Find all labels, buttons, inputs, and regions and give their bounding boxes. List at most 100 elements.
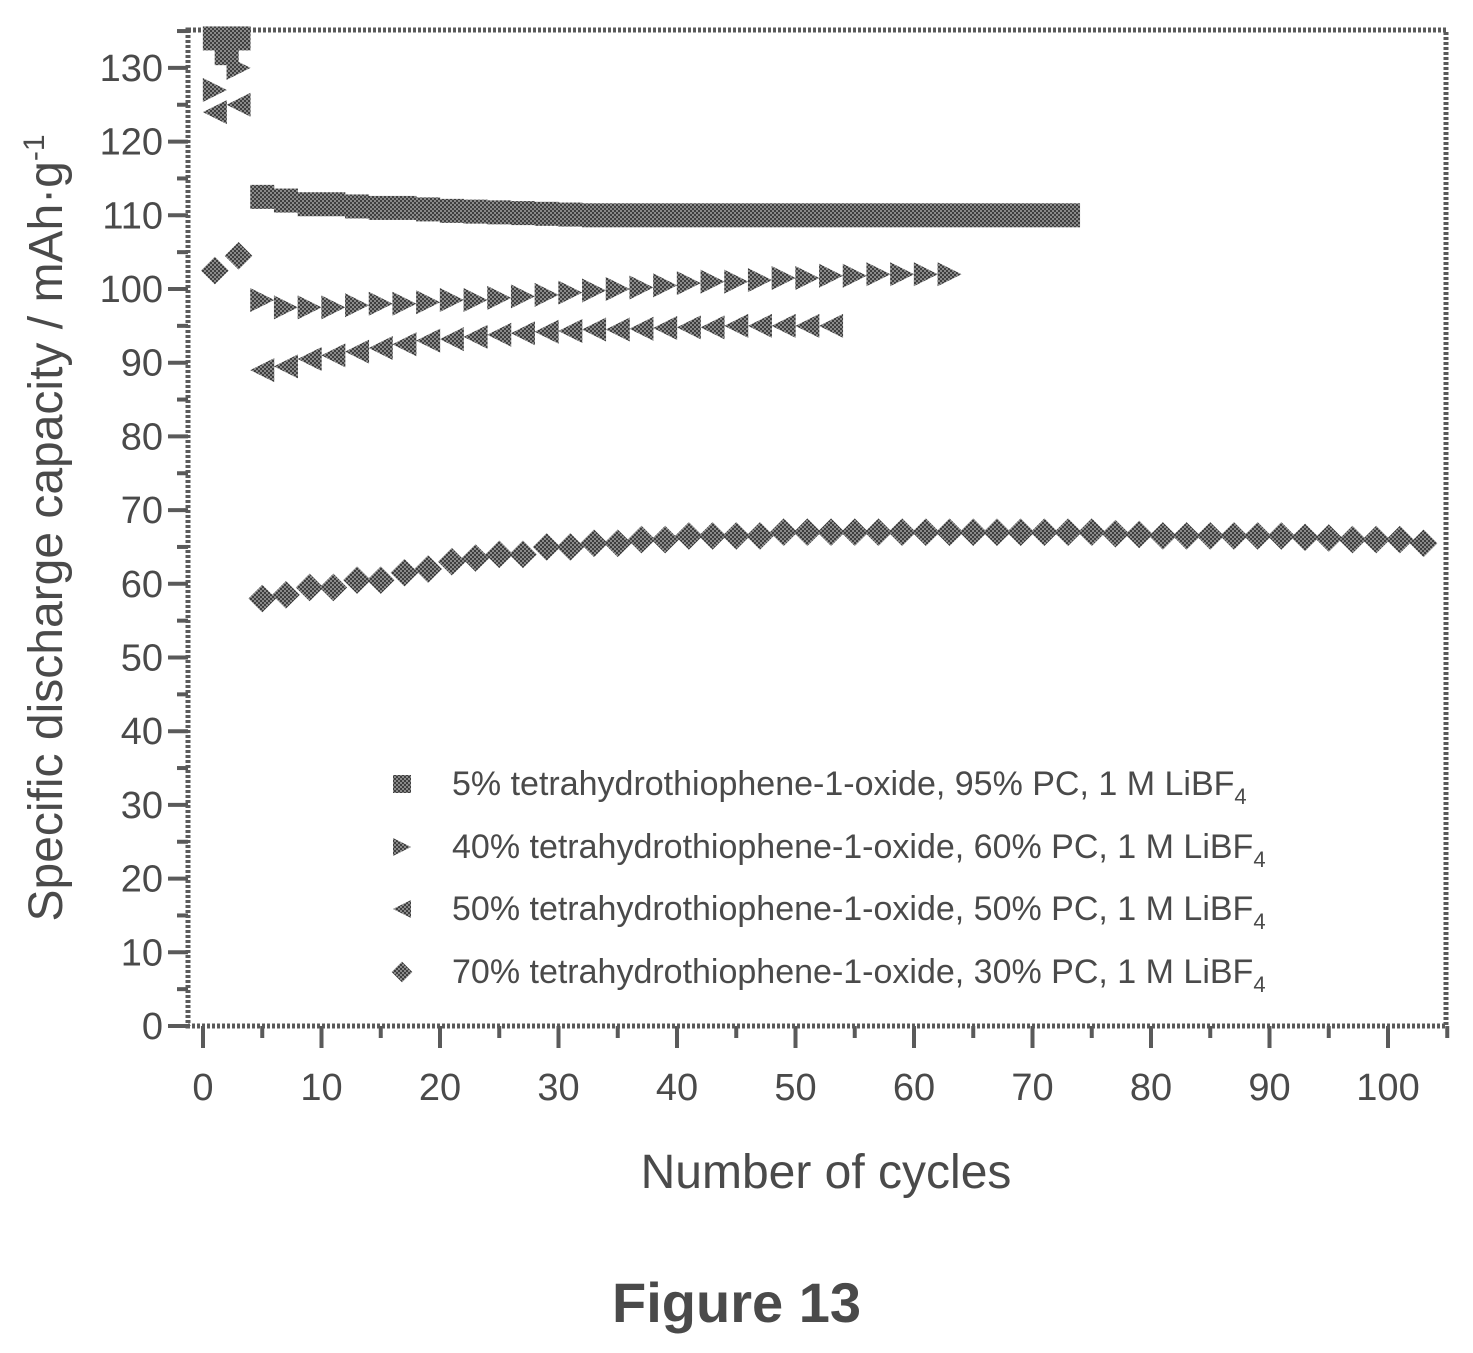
data-point xyxy=(1386,525,1414,554)
data-point xyxy=(202,100,227,125)
data-point xyxy=(273,354,298,379)
data-point xyxy=(392,195,417,220)
data-point xyxy=(487,285,512,310)
y-tick-label: 50 xyxy=(121,638,163,680)
data-point xyxy=(368,195,393,220)
data-point xyxy=(580,529,608,558)
legend-item: 40% tetrahydrothiophene-1-oxide, 60% PC,… xyxy=(393,828,1266,872)
legend-label-subscript: 4 xyxy=(1234,784,1246,809)
data-point xyxy=(913,203,938,228)
data-point xyxy=(912,518,940,547)
series-4 xyxy=(201,242,1438,613)
legend-marker xyxy=(393,775,411,793)
legend-marker xyxy=(393,838,411,856)
data-point xyxy=(485,540,514,569)
data-point xyxy=(297,295,322,320)
svg-text:Specific discharge capacity /: Specific discharge capacity / mAh·g-1 xyxy=(18,134,73,921)
data-point xyxy=(1032,203,1057,228)
data-point xyxy=(983,518,1011,547)
data-point xyxy=(1030,518,1059,547)
y-tick-label: 100 xyxy=(100,269,163,311)
data-point xyxy=(819,203,844,228)
data-point xyxy=(676,203,701,228)
data-point xyxy=(366,566,395,594)
data-point xyxy=(582,317,607,342)
data-point xyxy=(556,533,585,561)
data-point xyxy=(795,265,820,290)
data-point xyxy=(817,518,845,547)
x-tick-label: 80 xyxy=(1130,1067,1172,1109)
y-tick-label: 110 xyxy=(102,195,163,237)
data-point xyxy=(463,199,488,224)
data-point xyxy=(1125,520,1153,549)
data-point xyxy=(414,555,442,583)
data-point xyxy=(605,277,630,301)
data-point xyxy=(487,322,512,347)
data-point xyxy=(1338,525,1367,554)
data-series xyxy=(201,26,1438,613)
data-point xyxy=(558,202,583,227)
data-point xyxy=(866,262,891,287)
data-point xyxy=(582,278,607,303)
data-point xyxy=(1220,522,1248,550)
data-point xyxy=(935,518,964,547)
y-tick-label: 10 xyxy=(121,932,163,974)
y-tick-label: 30 xyxy=(121,785,163,827)
data-point xyxy=(1054,518,1082,547)
data-point xyxy=(439,327,464,352)
data-point xyxy=(250,288,275,313)
data-point xyxy=(840,518,869,547)
x-tick-label: 0 xyxy=(192,1067,213,1109)
data-point xyxy=(390,558,419,587)
legend-item: 5% tetrahydrothiophene-1-oxide, 95% PC, … xyxy=(393,765,1247,809)
data-point xyxy=(463,324,488,349)
legend-marker xyxy=(393,900,411,918)
data-point xyxy=(510,284,535,309)
x-axis-title: Number of cycles xyxy=(641,1146,1012,1199)
x-tick-label: 10 xyxy=(300,1067,342,1109)
data-point xyxy=(392,332,417,357)
y-tick-label: 0 xyxy=(142,1006,163,1048)
data-point xyxy=(747,268,772,293)
figure-caption: Figure 13 xyxy=(612,1271,861,1334)
x-tick-label: 100 xyxy=(1356,1067,1419,1109)
legend: 5% tetrahydrothiophene-1-oxide, 95% PC, … xyxy=(391,765,1266,997)
data-point xyxy=(627,525,656,554)
data-point xyxy=(722,522,751,550)
data-point xyxy=(700,203,725,228)
data-point xyxy=(319,573,348,602)
data-point xyxy=(510,321,535,346)
data-point xyxy=(629,316,654,341)
data-point xyxy=(653,203,678,228)
data-point xyxy=(321,343,346,368)
data-point xyxy=(368,335,393,360)
data-point xyxy=(226,26,251,51)
legend-label: 5% tetrahydrothiophene-1-oxide, 95% PC, … xyxy=(452,765,1247,809)
data-point xyxy=(1149,522,1177,550)
data-point xyxy=(819,263,844,288)
x-tick-label: 60 xyxy=(893,1067,935,1109)
data-point xyxy=(439,198,464,223)
data-point xyxy=(724,203,749,228)
data-point xyxy=(724,269,749,294)
data-point xyxy=(201,256,229,285)
data-point xyxy=(653,316,678,341)
data-point xyxy=(321,295,346,320)
data-point xyxy=(343,566,371,594)
plot-area-frame xyxy=(185,27,1449,1029)
data-point xyxy=(842,203,867,228)
data-point xyxy=(558,319,583,344)
legend-label: 40% tetrahydrothiophene-1-oxide, 60% PC,… xyxy=(452,828,1266,872)
data-point xyxy=(961,203,986,228)
data-point xyxy=(747,313,772,338)
data-point xyxy=(959,518,988,547)
y-tick-label: 80 xyxy=(121,416,163,458)
y-axis-title-main: Specific discharge capacity / mAh·g xyxy=(20,161,73,921)
data-point xyxy=(461,544,490,572)
x-tick-label: 50 xyxy=(774,1067,816,1109)
legend-label-subscript: 4 xyxy=(1253,847,1265,872)
data-point xyxy=(1172,522,1201,550)
data-point xyxy=(629,203,654,228)
y-tick-label: 40 xyxy=(121,711,163,753)
legend-label-main: 50% tetrahydrothiophene-1-oxide, 50% PC,… xyxy=(452,890,1253,928)
